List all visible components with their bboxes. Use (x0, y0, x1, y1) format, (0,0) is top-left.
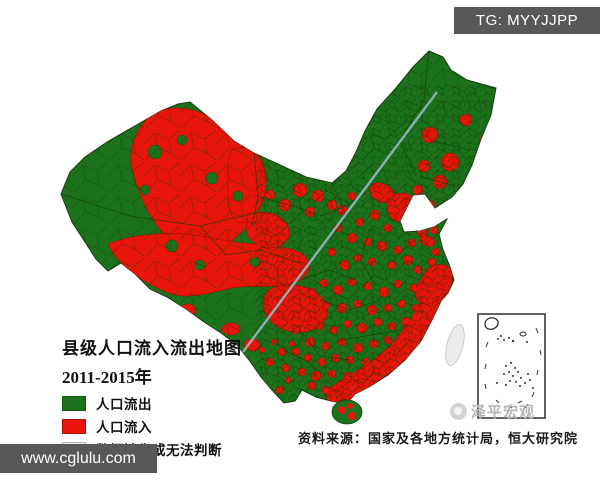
inflow-swatch (62, 418, 86, 434)
legend-item-outflow: 人口流出 (62, 395, 242, 412)
legend-title: 县级人口流入流出地图 (62, 339, 242, 358)
taiwan-island (445, 324, 465, 366)
legend-period: 2011-2015年 (62, 368, 152, 387)
map-legend: 县级人口流入流出地图 2011-2015年 人口流出 人口流入 数据缺失或无法判… (62, 334, 242, 458)
outflow-swatch (62, 395, 86, 411)
outflow-label: 人口流出 (96, 397, 152, 412)
inflow-label: 人口流入 (96, 420, 152, 435)
watermark: 泽平宏观 (450, 401, 535, 422)
watermark-logo-icon (450, 403, 467, 420)
legend-item-inflow: 人口流入 (62, 418, 242, 435)
data-source-note: 资料来源：国家及各地方统计局，恒大研究院 (298, 431, 579, 446)
telegram-handle-badge: TG: MYYJJPP (454, 7, 600, 34)
county-texture-fine (255, 85, 496, 413)
hu-line (242, 91, 438, 353)
website-badge: www.cglulu.com (0, 444, 157, 473)
hainan-island (331, 399, 363, 425)
inset-south-china-sea (477, 313, 546, 419)
watermark-text: 泽平宏观 (471, 405, 536, 421)
